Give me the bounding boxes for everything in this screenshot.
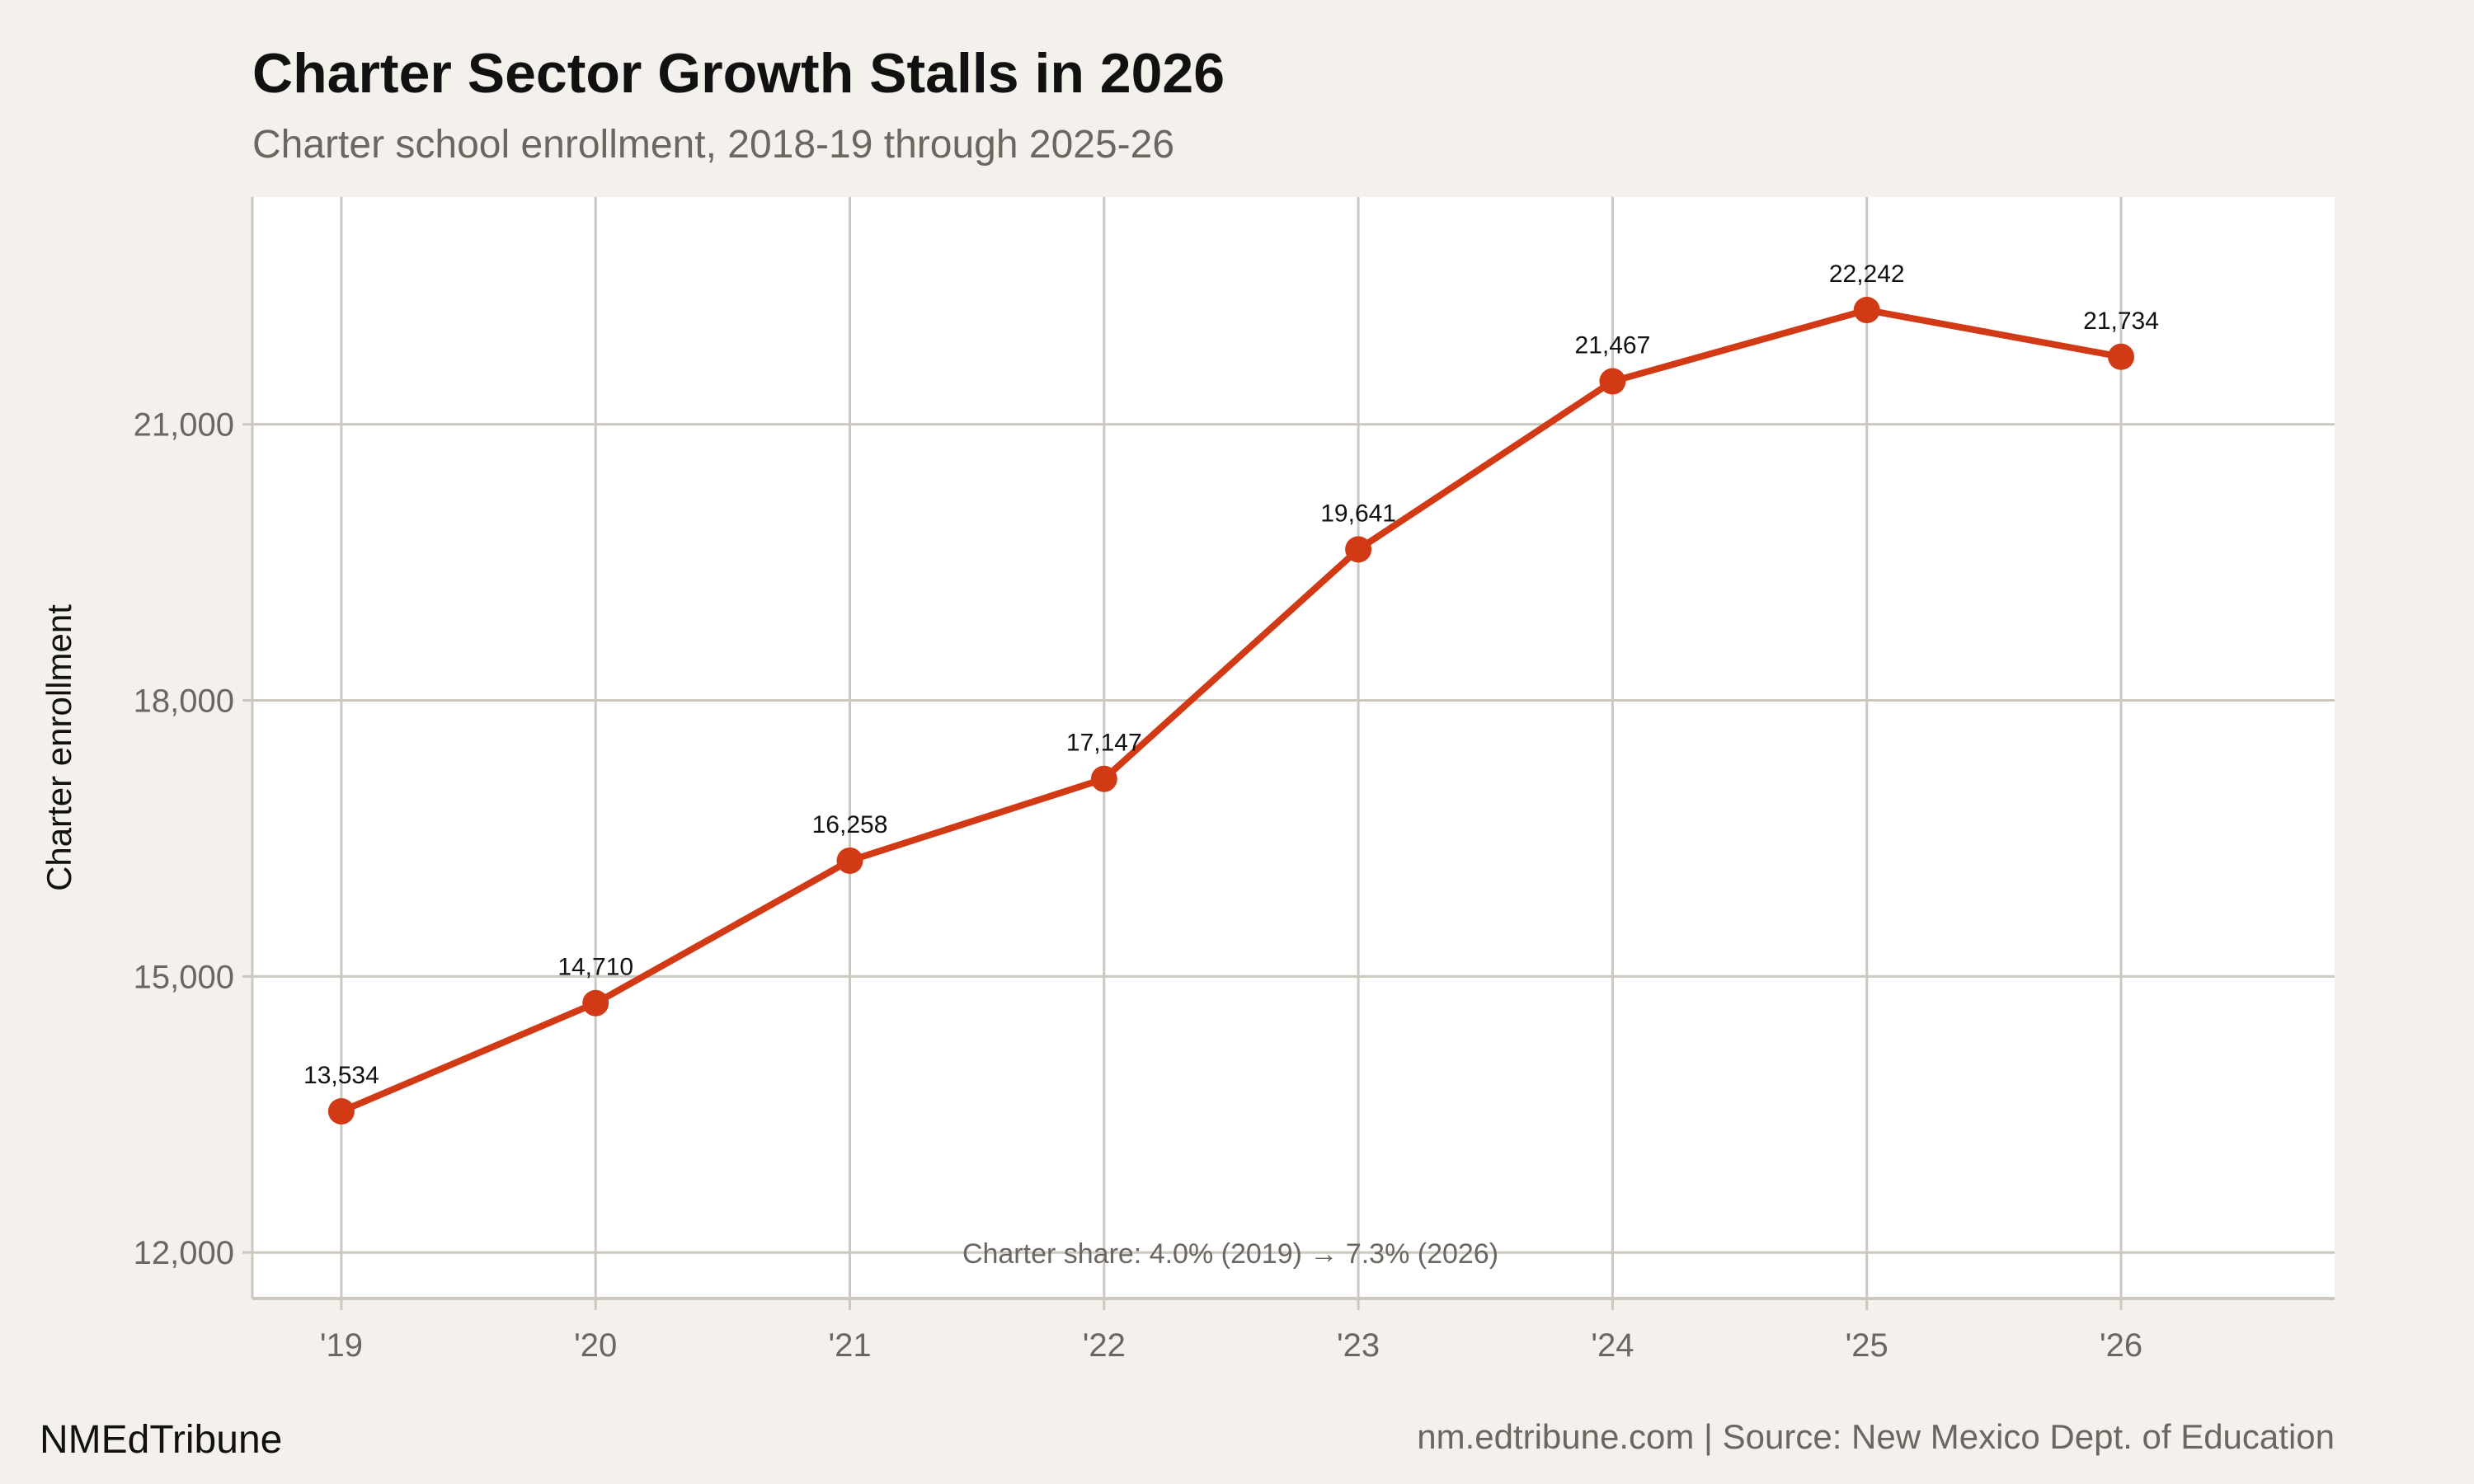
x-tick-label: '23	[1337, 1327, 1380, 1364]
y-tick-label: 12,000	[134, 1235, 234, 1271]
data-point	[1599, 368, 1626, 395]
data-labels: 13,534 14,710 16,258 17,147 19,641 21,467 22,2…	[303, 261, 2159, 1089]
x-tick-label: '22	[1083, 1327, 1126, 1364]
y-ticks: 12,000 15,000 18,000 21,000	[134, 407, 252, 1271]
data-label: 17,147	[1066, 730, 1142, 757]
data-label: 22,242	[1829, 261, 1905, 288]
data-point	[2108, 343, 2135, 370]
x-tick-label: '19	[320, 1327, 363, 1364]
x-tick-label: '20	[574, 1327, 617, 1364]
source-note: nm.edtribune.com | Source: New Mexico De…	[1417, 1417, 2335, 1456]
x-tick-label: '24	[1591, 1327, 1634, 1364]
data-point	[327, 1097, 355, 1125]
data-label: 21,467	[1575, 332, 1651, 359]
chart-subtitle: Charter school enrollment, 2018-19 throu…	[252, 123, 1174, 167]
data-label: 16,258	[812, 811, 888, 838]
data-label: 21,734	[2083, 308, 2159, 335]
y-tick-label: 15,000	[134, 959, 234, 995]
data-label: 14,710	[557, 954, 633, 981]
plot-panel	[252, 197, 2335, 1298]
data-label: 13,534	[303, 1062, 379, 1089]
chart-title: Charter Sector Growth Stalls in 2026	[252, 42, 1225, 105]
y-axis-label: Charter enrollment	[40, 604, 78, 891]
data-point	[836, 847, 863, 874]
data-point	[1345, 536, 1372, 563]
x-tick-label: '26	[2100, 1327, 2142, 1364]
brand-logo-text: NMEdTribune	[40, 1418, 282, 1462]
gridlines	[252, 197, 2335, 1298]
data-label: 19,641	[1320, 500, 1396, 527]
series-line	[340, 307, 2122, 1115]
y-tick-label: 18,000	[134, 683, 234, 720]
data-point	[1090, 765, 1117, 792]
x-ticks: '19 '20 '21 '22 '23 '24 '25 '26	[320, 1298, 2142, 1364]
x-tick-label: '21	[828, 1327, 871, 1364]
data-points	[327, 297, 2135, 1125]
data-point	[1853, 297, 1880, 324]
y-tick-label: 21,000	[134, 407, 234, 444]
annotation: Charter share: 4.0% (2019) → 7.3% (2026)	[962, 1238, 1498, 1270]
data-point	[582, 989, 609, 1017]
x-tick-label: '25	[1846, 1327, 1888, 1364]
